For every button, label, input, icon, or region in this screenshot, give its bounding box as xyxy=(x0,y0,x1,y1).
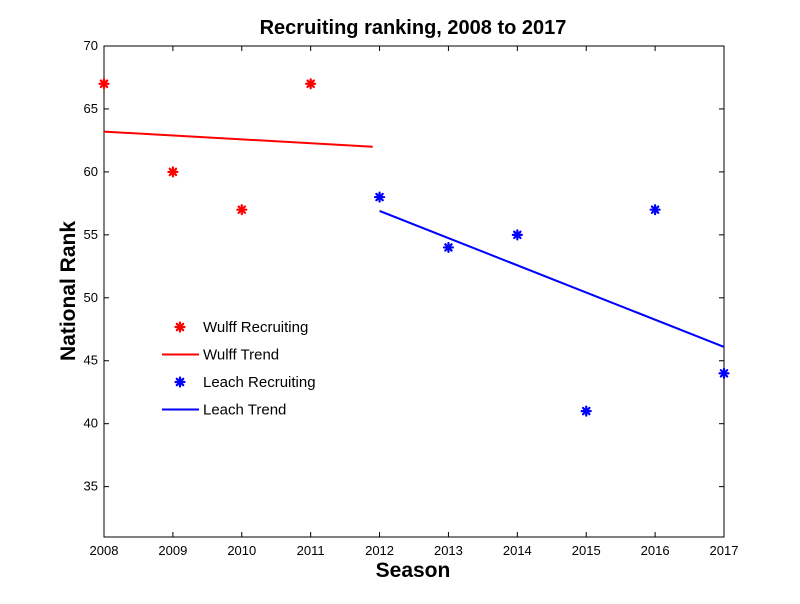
series-layer xyxy=(98,78,730,417)
y-tick-label: 70 xyxy=(84,38,98,53)
wulff-recruiting-point xyxy=(236,204,248,216)
legend-swatch-marker xyxy=(174,321,186,333)
legend-item-wulff-trend: Wulff Trend xyxy=(162,347,279,364)
y-tick-label: 50 xyxy=(84,290,98,305)
x-tick-label: 2016 xyxy=(641,543,670,558)
leach-recruiting-point xyxy=(580,405,592,417)
x-tick-label: 2013 xyxy=(434,543,463,558)
wulff-recruiting-point xyxy=(167,166,179,178)
legend-swatch-marker xyxy=(174,376,186,388)
legend-item-leach-trend: Leach Trend xyxy=(162,402,286,419)
legend-item-wulff-recruiting: Wulff Recruiting xyxy=(174,319,308,336)
x-tick-label: 2017 xyxy=(710,543,739,558)
x-tick-label: 2015 xyxy=(572,543,601,558)
legend: Wulff Recruiting Wulff Trend Leach Recruit… xyxy=(162,319,316,419)
x-tick-label: 2009 xyxy=(158,543,187,558)
leach-recruiting-point xyxy=(373,191,386,203)
leach-recruiting-point xyxy=(718,367,730,379)
x-tick-label: 2010 xyxy=(227,543,256,558)
leach-recruiting-point xyxy=(649,204,661,216)
x-tick-label: 2011 xyxy=(297,543,325,558)
leach-recruiting-point xyxy=(511,229,523,241)
y-tick-label: 65 xyxy=(84,101,98,116)
y-tick-label: 55 xyxy=(84,227,98,242)
leach-trend-line xyxy=(379,209,725,348)
legend-item-leach-recruiting: Leach Recruiting xyxy=(174,374,316,391)
legend-label: Wulff Trend xyxy=(203,347,279,364)
y-axis-title: National Rank xyxy=(57,221,80,361)
plot-frame xyxy=(103,45,725,538)
legend-label: Leach Trend xyxy=(203,402,286,419)
wulff-trend-line xyxy=(103,130,373,148)
x-axis-title: Season xyxy=(376,559,451,582)
x-tick-label: 2014 xyxy=(503,543,532,558)
y-tick-label: 60 xyxy=(84,164,98,179)
wulff-recruiting-point xyxy=(305,78,317,90)
y-tick-label: 35 xyxy=(84,479,98,494)
y-tick-label: 45 xyxy=(84,353,98,368)
x-tick-label: 2008 xyxy=(90,543,119,558)
x-tick-label: 2012 xyxy=(365,543,394,558)
chart-title: Recruiting ranking, 2008 to 2017 xyxy=(260,17,567,39)
wulff-recruiting-point xyxy=(98,78,110,90)
legend-label: Leach Recruiting xyxy=(203,374,316,391)
axes: 2008 2009 2010 2011 2012 2013 2014 2015 2016 2017… xyxy=(84,38,739,558)
leach-recruiting-point xyxy=(442,241,455,254)
legend-label: Wulff Recruiting xyxy=(203,319,308,336)
y-tick-label: 40 xyxy=(84,416,98,431)
